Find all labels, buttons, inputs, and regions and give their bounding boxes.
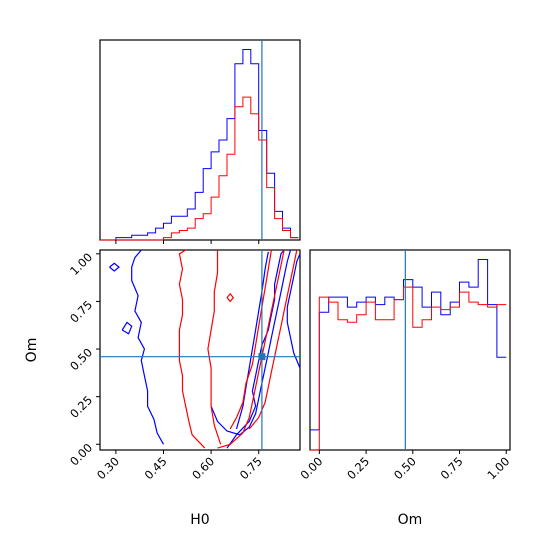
tick-label: 0.00 <box>297 454 325 482</box>
tick-label: 0.25 <box>67 393 95 421</box>
tick-label: 0.00 <box>67 441 95 469</box>
contour-line <box>226 292 235 303</box>
panel-frame <box>99 249 301 451</box>
contour-line <box>235 251 269 430</box>
tick-label: 0.45 <box>142 454 170 482</box>
om-x-axis-label: Om <box>398 512 423 528</box>
tick-label: 0.25 <box>344 454 372 482</box>
tick-label: 0.75 <box>67 298 95 326</box>
panel-frame <box>309 249 511 451</box>
tick-label: 0.50 <box>391 454 419 482</box>
hist-om-series-b <box>310 286 507 451</box>
contour-line <box>210 249 292 436</box>
contour-line <box>131 249 165 445</box>
panel-frame <box>99 39 301 241</box>
om-axis-ticks: 0.00 0.25 0.50 0.75 1.00 <box>67 250 100 469</box>
contour-line <box>229 249 272 430</box>
hist-h0-series-a <box>100 49 299 241</box>
contour-line <box>286 253 301 369</box>
truth-marker <box>258 353 266 361</box>
panel-hist-om: 0.00 0.25 0.50 0.75 1.00 Om <box>297 249 512 528</box>
contour-line <box>207 250 222 445</box>
tick-label: 0.50 <box>67 345 95 373</box>
hist-h0-series-b <box>100 96 299 241</box>
contour-line <box>178 249 206 449</box>
contour-line <box>248 249 298 430</box>
tick-label: 1.00 <box>67 250 95 278</box>
contour-line <box>109 262 120 272</box>
h0-axis-label: H0 <box>190 512 209 528</box>
panel-hist-h0 <box>99 39 301 241</box>
tick-label: 1.00 <box>484 454 512 482</box>
om-axis-label: Om <box>24 338 40 363</box>
om-x-axis-ticks: 0.00 0.25 0.50 0.75 1.00 <box>297 450 512 482</box>
contour-lines <box>109 249 301 449</box>
hist-om-series-a <box>310 259 507 431</box>
panel-contour: 0.30 0.45 0.60 0.75 0.00 0.25 0.50 0.75 1.00 H0… <box>24 240 301 528</box>
tick-label: 0.75 <box>237 454 265 482</box>
tick-label: 0.30 <box>94 454 122 482</box>
contour-line <box>121 321 133 335</box>
tick-label: 0.60 <box>189 454 217 482</box>
tick-label: 0.75 <box>438 454 466 482</box>
